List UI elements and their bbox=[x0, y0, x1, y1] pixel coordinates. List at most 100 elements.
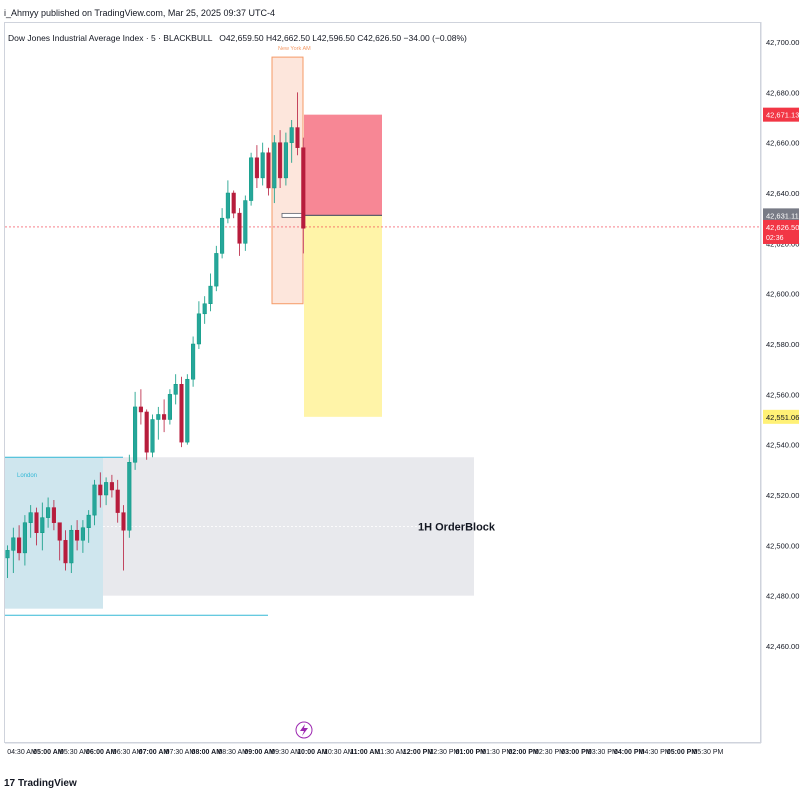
lightning-icon[interactable] bbox=[295, 721, 313, 739]
candle-body bbox=[231, 192, 236, 214]
candle[interactable] bbox=[173, 374, 178, 405]
candle[interactable] bbox=[121, 505, 126, 571]
symbol-header: Dow Jones Industrial Average Index · 5 ·… bbox=[8, 33, 467, 43]
london-session-box[interactable] bbox=[5, 457, 103, 609]
candle[interactable] bbox=[92, 479, 97, 526]
candle[interactable] bbox=[272, 135, 277, 204]
candle[interactable] bbox=[34, 507, 39, 546]
y-tick-label: 42,640.00 bbox=[766, 189, 799, 198]
candle[interactable] bbox=[196, 301, 201, 350]
candle[interactable] bbox=[109, 474, 114, 498]
candle-body bbox=[92, 484, 97, 516]
candle[interactable] bbox=[225, 180, 230, 224]
y-tick-label: 42,520.00 bbox=[766, 491, 799, 500]
candle[interactable] bbox=[86, 510, 91, 543]
candle[interactable] bbox=[220, 208, 225, 259]
candle[interactable] bbox=[115, 479, 120, 523]
stop-loss-zone[interactable] bbox=[304, 114, 382, 216]
candle[interactable] bbox=[283, 132, 288, 186]
candle-body bbox=[191, 343, 196, 380]
chart-pane[interactable] bbox=[4, 22, 761, 743]
candle[interactable] bbox=[301, 137, 306, 254]
candle[interactable] bbox=[208, 273, 213, 312]
candle[interactable] bbox=[179, 376, 184, 448]
candle[interactable] bbox=[138, 389, 143, 425]
candle-body bbox=[254, 157, 259, 179]
candle[interactable] bbox=[46, 497, 51, 528]
candle-body bbox=[86, 514, 91, 528]
candle[interactable] bbox=[185, 374, 190, 445]
candle[interactable] bbox=[80, 520, 85, 553]
x-tick-label: 12:00 PM bbox=[403, 749, 434, 756]
current-price-tag-bg bbox=[763, 219, 799, 244]
candle[interactable] bbox=[266, 147, 271, 196]
candle[interactable] bbox=[11, 527, 16, 574]
candle-body bbox=[80, 527, 85, 541]
candle-body bbox=[5, 550, 10, 559]
candle[interactable] bbox=[214, 245, 219, 292]
candle[interactable] bbox=[260, 142, 265, 186]
candle-body bbox=[301, 147, 306, 229]
candle[interactable] bbox=[202, 296, 207, 324]
candle[interactable] bbox=[249, 152, 254, 206]
candle[interactable] bbox=[162, 399, 167, 433]
candle[interactable] bbox=[278, 130, 283, 188]
candle-body bbox=[22, 522, 27, 554]
new-york-am-box[interactable] bbox=[271, 56, 304, 305]
candle[interactable] bbox=[191, 336, 196, 387]
candle[interactable] bbox=[17, 525, 22, 561]
candle-body bbox=[46, 507, 51, 518]
candle[interactable] bbox=[243, 195, 248, 251]
candle[interactable] bbox=[167, 389, 172, 425]
candle-body bbox=[214, 253, 219, 287]
y-tick-label: 42,500.00 bbox=[766, 541, 799, 550]
orderblock-label: 1H OrderBlock bbox=[418, 521, 496, 533]
candle[interactable] bbox=[156, 406, 161, 440]
entry-price-tag: 42,631.11 bbox=[766, 211, 799, 220]
candle[interactable] bbox=[231, 190, 236, 219]
candle-body bbox=[121, 512, 126, 531]
candle[interactable] bbox=[69, 525, 74, 574]
candle[interactable] bbox=[133, 391, 138, 470]
candle-body bbox=[260, 152, 265, 179]
y-tick-label: 42,680.00 bbox=[766, 88, 799, 97]
candle-body bbox=[179, 384, 184, 443]
candle[interactable] bbox=[254, 145, 259, 188]
candle-body bbox=[185, 378, 190, 443]
candle[interactable] bbox=[63, 530, 68, 571]
candle-body bbox=[98, 484, 103, 496]
london-label: London bbox=[17, 473, 37, 479]
entry-price-tag-bg bbox=[763, 208, 799, 223]
x-tick-label: 04:00 PM bbox=[614, 749, 645, 756]
candle[interactable] bbox=[237, 208, 242, 256]
candle[interactable] bbox=[150, 414, 155, 458]
target-price-tag: 42,551.06 bbox=[766, 413, 799, 422]
candle[interactable] bbox=[40, 502, 45, 551]
candle[interactable] bbox=[57, 522, 62, 561]
candle-body bbox=[104, 482, 109, 496]
candle[interactable] bbox=[51, 500, 56, 531]
x-tick-label: 11:30 AM bbox=[377, 749, 406, 756]
candle[interactable] bbox=[104, 477, 109, 506]
x-tick-label: 04:30 AM bbox=[7, 749, 37, 756]
candle[interactable] bbox=[5, 545, 10, 579]
x-tick-label: 05:00 AM bbox=[33, 749, 64, 756]
take-profit-zone[interactable] bbox=[304, 215, 382, 417]
candle[interactable] bbox=[22, 515, 27, 566]
candle[interactable] bbox=[144, 409, 149, 460]
candle[interactable] bbox=[127, 454, 132, 538]
candle[interactable] bbox=[289, 120, 294, 163]
x-tick-label: 06:00 AM bbox=[86, 749, 117, 756]
x-tick-label: 05:30 PM bbox=[693, 749, 723, 756]
y-tick-label: 42,480.00 bbox=[766, 592, 799, 601]
candle[interactable] bbox=[98, 472, 103, 508]
candle[interactable] bbox=[295, 92, 300, 156]
candle[interactable] bbox=[28, 505, 33, 538]
candle-body bbox=[150, 419, 155, 453]
x-tick-label: 08:00 AM bbox=[192, 749, 223, 756]
current-price-tag-countdown: 02:36 bbox=[766, 235, 784, 242]
entry-handle[interactable] bbox=[281, 212, 303, 218]
tradingview-brand[interactable]: 17 TradingView bbox=[4, 778, 77, 789]
candle[interactable] bbox=[75, 520, 80, 551]
